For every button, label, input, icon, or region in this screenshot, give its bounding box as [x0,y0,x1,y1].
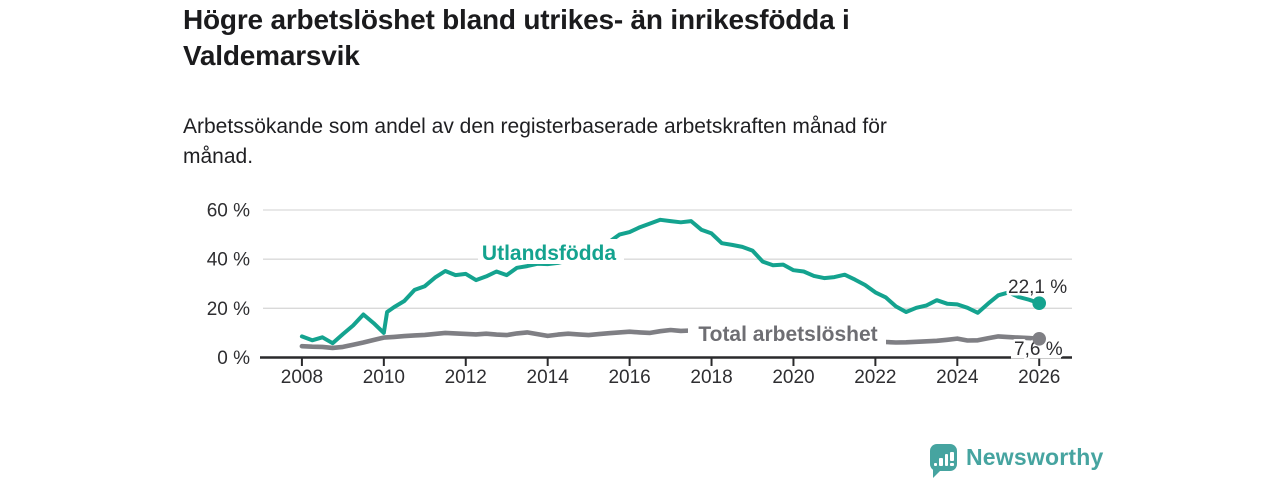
newsworthy-logo-link[interactable]: Newsworthy [930,444,1104,478]
series-line-total [299,327,1042,351]
y-tick-label: 60 % [207,201,250,222]
x-tick-label: 2016 [608,367,650,388]
subtitle-line-1: Arbetssökande som andel av den registerb… [183,115,887,138]
logo-bar-tall [944,454,948,466]
logo-bars [930,450,957,466]
end-value-label: 22,1 % [1008,277,1067,298]
logo-bar-dot [933,462,937,466]
y-tick-label: 0 % [217,348,250,369]
logo-bar-small [939,458,943,466]
logo-exclamation [950,452,954,466]
series-label: Total arbetslöshet [698,323,877,346]
x-tick-label: 2022 [854,367,896,388]
series-label-backdrop [688,323,886,346]
end-dot [1032,332,1046,346]
title-line-1: Högre arbetslöshet bland utrikes- än inr… [183,4,850,35]
x-tick-label: 2008 [281,367,323,388]
x-tick-label: 2010 [363,367,405,388]
x-tick-label: 2024 [936,367,979,388]
series-label-backdrop [478,239,624,264]
y-tick-label: 40 % [207,250,250,271]
x-tick-label: 2012 [445,367,487,388]
x-tick-label: 2018 [690,367,732,388]
bar-chart-speech-bubble-icon [930,444,957,478]
y-tick-label: 20 % [207,299,250,320]
title-line-2: Valdemarsvik [183,40,360,71]
chart-subtitle: Arbetssökande som andel av den registerb… [183,112,1063,172]
subtitle-line-2: månad. [183,145,254,168]
logo-text: Newsworthy [966,444,1104,470]
x-tick-label: 2014 [527,367,570,388]
x-tick-label: 2026 [1018,367,1060,388]
page-title: Högre arbetslöshet bland utrikes- än inr… [183,2,1043,74]
end-dot [1032,296,1046,311]
x-tick-label: 2020 [772,367,814,388]
series-label: Utlandsfödda [482,242,616,265]
end-label-backdrop [1011,342,1061,359]
series-line-utlandsfodda [299,217,1042,346]
speech-bubble-tail [933,469,942,478]
